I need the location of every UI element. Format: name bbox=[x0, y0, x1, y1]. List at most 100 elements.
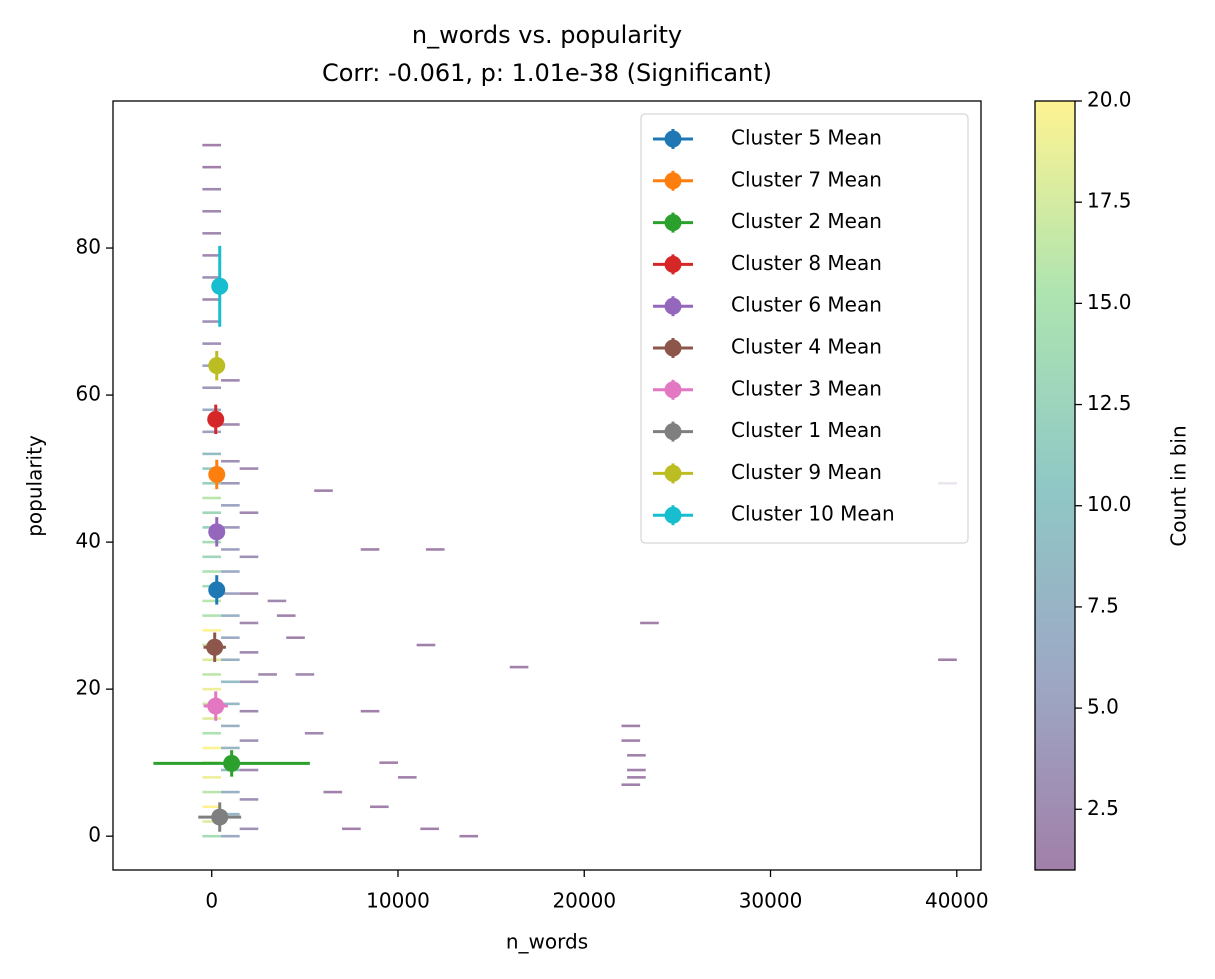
histogram-cell bbox=[314, 489, 333, 492]
histogram-cell bbox=[425, 548, 445, 551]
histogram-cell bbox=[323, 790, 343, 794]
mean-point bbox=[211, 808, 229, 826]
histogram-cell bbox=[239, 511, 259, 514]
histogram-cell bbox=[221, 592, 240, 595]
histogram-cell bbox=[202, 276, 222, 279]
histogram-cell bbox=[202, 790, 222, 794]
histogram-layer bbox=[202, 143, 957, 838]
legend-label: Cluster 4 Mean bbox=[731, 335, 882, 359]
histogram-cell bbox=[304, 731, 324, 735]
histogram-cell bbox=[627, 776, 646, 779]
histogram-cell bbox=[221, 680, 240, 684]
colorbar-tick-label: 7.5 bbox=[1087, 593, 1119, 617]
histogram-cell bbox=[397, 776, 417, 779]
histogram-cell bbox=[202, 187, 222, 191]
histogram-cell bbox=[202, 717, 222, 720]
histogram-cell bbox=[221, 658, 240, 662]
y-axis-label: popularity bbox=[23, 435, 47, 537]
histogram-cell bbox=[202, 805, 222, 809]
legend-marker bbox=[664, 464, 682, 482]
histogram-cell bbox=[239, 739, 259, 742]
legend-label: Cluster 3 Mean bbox=[731, 376, 882, 400]
histogram-cell bbox=[202, 452, 222, 456]
histogram-cell bbox=[202, 834, 222, 838]
y-tick-label: 20 bbox=[76, 676, 101, 700]
x-tick-label: 30000 bbox=[739, 889, 803, 913]
histogram-cell bbox=[202, 298, 222, 301]
histogram-cell bbox=[221, 504, 240, 507]
mean-point bbox=[206, 638, 224, 656]
x-tick-label: 10000 bbox=[366, 889, 430, 913]
histogram-cell bbox=[640, 621, 659, 625]
legend-label: Cluster 9 Mean bbox=[731, 460, 882, 484]
legend-label: Cluster 6 Mean bbox=[731, 293, 882, 317]
histogram-cell bbox=[360, 709, 380, 713]
legend-label: Cluster 7 Mean bbox=[731, 167, 882, 191]
histogram-cell bbox=[295, 673, 315, 676]
histogram-cell bbox=[202, 511, 222, 514]
mean-point bbox=[208, 581, 226, 599]
y-tick-label: 60 bbox=[76, 382, 101, 406]
histogram-cell bbox=[286, 636, 305, 639]
histogram-cell bbox=[202, 687, 222, 691]
histogram-cell bbox=[239, 467, 259, 470]
histogram-cell bbox=[202, 599, 222, 603]
histogram-cell bbox=[239, 798, 259, 801]
histogram-cell bbox=[239, 555, 259, 559]
histogram-cell bbox=[221, 548, 240, 551]
histogram-cell bbox=[221, 570, 240, 573]
histogram-cell bbox=[221, 724, 240, 728]
histogram-cell bbox=[239, 827, 259, 831]
histogram-cell bbox=[221, 834, 240, 838]
legend-marker bbox=[664, 172, 682, 190]
legend-marker bbox=[664, 130, 682, 148]
histogram-cell bbox=[202, 209, 222, 213]
histogram-cell bbox=[627, 768, 646, 772]
histogram-cell bbox=[202, 342, 222, 345]
histogram-cell bbox=[202, 320, 222, 323]
legend-marker bbox=[664, 423, 682, 441]
y-tick-label: 80 bbox=[76, 235, 101, 259]
plot-frame bbox=[112, 100, 982, 871]
mean-point bbox=[211, 277, 229, 295]
histogram-cell bbox=[370, 805, 389, 809]
histogram-cell bbox=[202, 673, 222, 676]
histogram-cell bbox=[509, 665, 529, 669]
histogram-cell bbox=[202, 658, 222, 662]
histogram-cell bbox=[202, 232, 222, 235]
histogram-cell bbox=[202, 254, 222, 257]
histogram-cell bbox=[221, 526, 240, 529]
histogram-cell bbox=[202, 555, 222, 559]
colorbar-label: Count in bin bbox=[1167, 425, 1191, 546]
histogram-cell bbox=[239, 592, 259, 595]
histogram-cell bbox=[221, 812, 240, 816]
histogram-cell bbox=[221, 423, 240, 426]
histogram-cell bbox=[221, 746, 240, 750]
histogram-cell bbox=[221, 614, 240, 617]
histogram-cell bbox=[621, 783, 641, 787]
x-tick-label: 0 bbox=[205, 889, 218, 913]
legend-marker bbox=[664, 339, 682, 357]
histogram-cell bbox=[342, 827, 361, 831]
mean-point bbox=[223, 754, 241, 772]
mean-point bbox=[208, 357, 226, 375]
histogram-cell bbox=[627, 754, 646, 757]
histogram-cell bbox=[267, 599, 287, 603]
histogram-cell bbox=[360, 548, 380, 551]
histogram-cell bbox=[202, 746, 222, 750]
legend-label: Cluster 5 Mean bbox=[731, 126, 882, 150]
histogram-cell bbox=[221, 482, 240, 485]
legend-label: Cluster 8 Mean bbox=[731, 251, 882, 275]
colorbar bbox=[1035, 101, 1075, 870]
histogram-cell bbox=[202, 143, 222, 147]
histogram-cell bbox=[239, 621, 259, 625]
histogram-cell bbox=[239, 768, 259, 772]
histogram-cell bbox=[416, 643, 436, 647]
histogram-cell bbox=[420, 827, 439, 831]
histogram-cell bbox=[221, 379, 240, 382]
mean-point bbox=[208, 465, 226, 483]
histogram-cell bbox=[258, 673, 277, 676]
colorbar-tick-label: 12.5 bbox=[1087, 391, 1132, 415]
legend-box bbox=[640, 113, 969, 544]
